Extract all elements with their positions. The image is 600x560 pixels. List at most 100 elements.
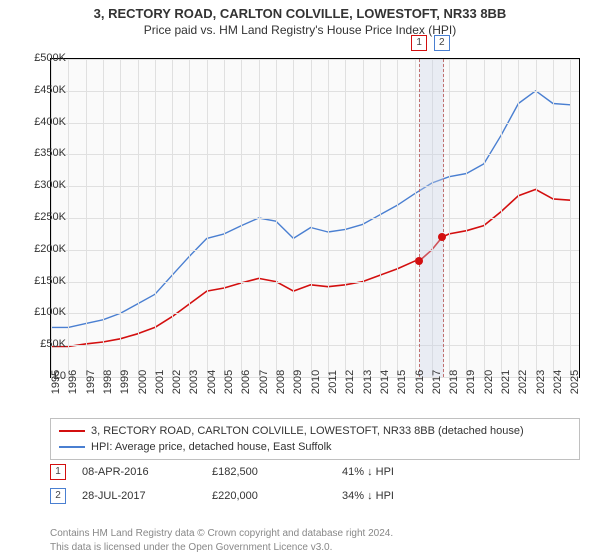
sale-point-dot bbox=[438, 233, 446, 241]
chart-container: 3, RECTORY ROAD, CARLTON COLVILLE, LOWES… bbox=[0, 0, 600, 560]
gridline-v bbox=[276, 59, 277, 377]
plot-area: 12 bbox=[50, 58, 580, 378]
gridline-v bbox=[207, 59, 208, 377]
gridline-v bbox=[380, 59, 381, 377]
gridline-h bbox=[51, 59, 579, 60]
x-axis-label: 2011 bbox=[327, 370, 339, 394]
sale-row-1: 1 08-APR-2016 £182,500 41% ↓ HPI bbox=[50, 462, 580, 482]
gridline-v bbox=[172, 59, 173, 377]
x-axis-label: 2000 bbox=[137, 370, 149, 394]
gridline-v bbox=[466, 59, 467, 377]
gridline-v bbox=[259, 59, 260, 377]
gridline-h bbox=[51, 123, 579, 124]
sale-delta-1: 41% ↓ HPI bbox=[342, 466, 472, 478]
x-axis-label: 1997 bbox=[85, 370, 97, 394]
gridline-v bbox=[536, 59, 537, 377]
x-axis-label: 2017 bbox=[431, 370, 443, 394]
x-axis-label: 2025 bbox=[569, 370, 581, 394]
y-axis-label: £100K bbox=[22, 306, 66, 318]
gridline-v bbox=[293, 59, 294, 377]
x-axis-label: 2021 bbox=[500, 370, 512, 394]
x-axis-label: 2016 bbox=[414, 370, 426, 394]
footer-line-2: This data is licensed under the Open Gov… bbox=[50, 541, 580, 555]
footer: Contains HM Land Registry data © Crown c… bbox=[50, 527, 580, 554]
gridline-h bbox=[51, 218, 579, 219]
gridline-h bbox=[51, 250, 579, 251]
sale-price-1: £182,500 bbox=[212, 466, 342, 478]
x-axis-label: 2002 bbox=[171, 370, 183, 394]
gridline-h bbox=[51, 282, 579, 283]
y-axis-label: £300K bbox=[22, 179, 66, 191]
x-axis-label: 2003 bbox=[188, 370, 200, 394]
gridline-v bbox=[86, 59, 87, 377]
gridline-v bbox=[311, 59, 312, 377]
legend-swatch-2 bbox=[59, 446, 85, 448]
sale-date-1: 08-APR-2016 bbox=[82, 466, 212, 478]
sale-date-2: 28-JUL-2017 bbox=[82, 490, 212, 502]
y-axis-label: £450K bbox=[22, 84, 66, 96]
title-line-2: Price paid vs. HM Land Registry's House … bbox=[0, 23, 600, 37]
title-area: 3, RECTORY ROAD, CARLTON COLVILLE, LOWES… bbox=[0, 0, 600, 37]
x-axis-label: 2004 bbox=[206, 370, 218, 394]
gridline-v bbox=[518, 59, 519, 377]
y-axis-label: £400K bbox=[22, 116, 66, 128]
x-axis-label: 2010 bbox=[310, 370, 322, 394]
sale-marker-1: 1 bbox=[50, 464, 66, 480]
x-axis-label: 2019 bbox=[465, 370, 477, 394]
gridline-h bbox=[51, 154, 579, 155]
gridline-v bbox=[501, 59, 502, 377]
x-axis-label: 2009 bbox=[292, 370, 304, 394]
gridline-v bbox=[189, 59, 190, 377]
sale-row-2: 2 28-JUL-2017 £220,000 34% ↓ HPI bbox=[50, 486, 580, 506]
y-axis-label: £150K bbox=[22, 275, 66, 287]
gridline-v bbox=[103, 59, 104, 377]
gridline-h bbox=[51, 186, 579, 187]
x-axis-label: 1995 bbox=[50, 370, 62, 394]
x-axis-label: 2024 bbox=[552, 370, 564, 394]
x-axis-label: 2020 bbox=[483, 370, 495, 394]
gridline-h bbox=[51, 91, 579, 92]
gridline-v bbox=[484, 59, 485, 377]
x-axis-label: 2007 bbox=[258, 370, 270, 394]
x-axis-label: 2022 bbox=[517, 370, 529, 394]
gridline-v bbox=[415, 59, 416, 377]
gridline-v bbox=[345, 59, 346, 377]
gridline-v bbox=[553, 59, 554, 377]
legend-row-2: HPI: Average price, detached house, East… bbox=[59, 439, 571, 455]
gridline-v bbox=[155, 59, 156, 377]
y-axis-label: £350K bbox=[22, 147, 66, 159]
legend-text-2: HPI: Average price, detached house, East… bbox=[91, 441, 332, 453]
x-axis-label: 2015 bbox=[396, 370, 408, 394]
x-axis-label: 1998 bbox=[102, 370, 114, 394]
legend-row-1: 3, RECTORY ROAD, CARLTON COLVILLE, LOWES… bbox=[59, 423, 571, 439]
gridline-v bbox=[120, 59, 121, 377]
gridline-v bbox=[397, 59, 398, 377]
y-axis-label: £250K bbox=[22, 211, 66, 223]
x-axis-label: 2014 bbox=[379, 370, 391, 394]
marker-band bbox=[419, 59, 444, 377]
gridline-v bbox=[449, 59, 450, 377]
x-axis-label: 2018 bbox=[448, 370, 460, 394]
y-axis-label: £200K bbox=[22, 243, 66, 255]
x-axis-label: 2013 bbox=[362, 370, 374, 394]
title-line-1: 3, RECTORY ROAD, CARLTON COLVILLE, LOWES… bbox=[0, 6, 600, 21]
x-axis-label: 2012 bbox=[344, 370, 356, 394]
legend-text-1: 3, RECTORY ROAD, CARLTON COLVILLE, LOWES… bbox=[91, 425, 524, 437]
x-axis-label: 2008 bbox=[275, 370, 287, 394]
sale-marker-2: 2 bbox=[50, 488, 66, 504]
x-axis-label: 2001 bbox=[154, 370, 166, 394]
legend-box: 3, RECTORY ROAD, CARLTON COLVILLE, LOWES… bbox=[50, 418, 580, 460]
footer-line-1: Contains HM Land Registry data © Crown c… bbox=[50, 527, 580, 541]
gridline-v bbox=[224, 59, 225, 377]
gridline-v bbox=[570, 59, 571, 377]
gridline-h bbox=[51, 345, 579, 346]
legend-swatch-1 bbox=[59, 430, 85, 432]
gridline-v bbox=[363, 59, 364, 377]
x-axis-label: 1999 bbox=[119, 370, 131, 394]
gridline-v bbox=[241, 59, 242, 377]
y-axis-label: £50K bbox=[22, 338, 66, 350]
x-axis-label: 2006 bbox=[240, 370, 252, 394]
x-axis-label: 2005 bbox=[223, 370, 235, 394]
x-axis-label: 2023 bbox=[535, 370, 547, 394]
y-axis-label: £500K bbox=[22, 52, 66, 64]
